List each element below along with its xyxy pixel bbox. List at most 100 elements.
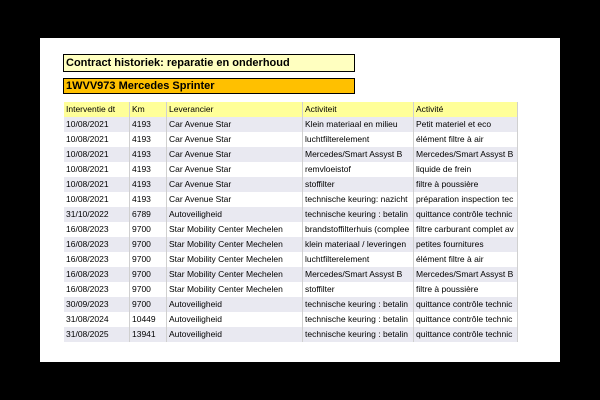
table-cell: remvloeistof xyxy=(303,162,414,177)
vehicle-label: 1WVV973 Mercedes Sprinter xyxy=(63,78,355,94)
table-cell: luchtfilterelement xyxy=(303,132,414,147)
table-row: 10/08/2021 4193 Car Avenue Star luchtfilter… xyxy=(64,132,518,147)
table-row: 31/08/2024 10449 Autoveiligheid technische … xyxy=(64,312,518,327)
table-cell: Mercedes/Smart Assyst B xyxy=(303,147,414,162)
table-cell: Star Mobility Center Mechelen xyxy=(167,222,303,237)
table-cell: 10/08/2021 xyxy=(64,162,130,177)
table-cell: 9700 xyxy=(130,222,167,237)
table-cell: Star Mobility Center Mechelen xyxy=(167,252,303,267)
table-cell: Car Avenue Star xyxy=(167,147,303,162)
table-cell: 4193 xyxy=(130,177,167,192)
table-cell: quittance contrôle technic xyxy=(414,297,518,312)
table-cell: 4193 xyxy=(130,117,167,132)
table-cell: Car Avenue Star xyxy=(167,132,303,147)
table-cell: technische keuring : betalin xyxy=(303,207,414,222)
table-cell: 4193 xyxy=(130,192,167,207)
table-cell: Car Avenue Star xyxy=(167,192,303,207)
table-cell: klein materiaal / leveringen xyxy=(303,237,414,252)
table-row: 16/08/2023 9700 Star Mobility Center Meche… xyxy=(64,282,518,297)
table-cell: 10/08/2021 xyxy=(64,177,130,192)
table-cell: filtre à poussière xyxy=(414,282,518,297)
table-cell: 9700 xyxy=(130,237,167,252)
table-cell: Car Avenue Star xyxy=(167,177,303,192)
table-cell: 16/08/2023 xyxy=(64,222,130,237)
table-cell: 10/08/2021 xyxy=(64,132,130,147)
table-cell: 4193 xyxy=(130,132,167,147)
table-cell: 30/09/2023 xyxy=(64,297,130,312)
table-row: 31/10/2022 6789 Autoveiligheid technische k… xyxy=(64,207,518,222)
table-row: 16/08/2023 9700 Star Mobility Center Meche… xyxy=(64,267,518,282)
table-cell: technische keuring : betalin xyxy=(303,297,414,312)
table-cell: 16/08/2023 xyxy=(64,252,130,267)
table-cell: élément filtre à air xyxy=(414,252,518,267)
table-cell: petites fournitures xyxy=(414,237,518,252)
table-cell: Petit materiel et eco xyxy=(414,117,518,132)
table-cell: 16/08/2023 xyxy=(64,282,130,297)
table-cell: luchtfilterelement xyxy=(303,252,414,267)
column-header: Leverancier xyxy=(167,102,303,117)
table-cell: stoffilter xyxy=(303,282,414,297)
table-cell: Car Avenue Star xyxy=(167,117,303,132)
sheet-title: Contract historiek: reparatie en onderho… xyxy=(63,54,355,72)
table-cell: 16/08/2023 xyxy=(64,237,130,252)
table-cell: 9700 xyxy=(130,252,167,267)
table-cell: quittance contrôle technic xyxy=(414,327,518,342)
table-cell: quittance contrôle technic xyxy=(414,312,518,327)
table-cell: Star Mobility Center Mechelen xyxy=(167,282,303,297)
table-cell: 10/08/2021 xyxy=(64,147,130,162)
table-cell: Star Mobility Center Mechelen xyxy=(167,267,303,282)
table-cell: 10/08/2021 xyxy=(64,192,130,207)
table-cell: 10449 xyxy=(130,312,167,327)
table-cell: 4193 xyxy=(130,147,167,162)
table-cell: brandstoffilterhuis (complee xyxy=(303,222,414,237)
table-cell: Star Mobility Center Mechelen xyxy=(167,237,303,252)
table-cell: 31/08/2025 xyxy=(64,327,130,342)
table-cell: 9700 xyxy=(130,267,167,282)
table-cell: 31/08/2024 xyxy=(64,312,130,327)
table-cell: Autoveiligheid xyxy=(167,327,303,342)
history-table: Interventie dt Km Leverancier Activiteit Act… xyxy=(64,102,518,342)
column-header: Activiteit xyxy=(303,102,414,117)
table-cell: liquide de frein xyxy=(414,162,518,177)
table-cell: 9700 xyxy=(130,282,167,297)
table-cell: filtre carburant complet av xyxy=(414,222,518,237)
table-row: 10/08/2021 4193 Car Avenue Star Klein mater… xyxy=(64,117,518,132)
table-cell: Mercedes/Smart Assyst B xyxy=(414,267,518,282)
table-row: 30/09/2023 9700 Autoveiligheid technische k… xyxy=(64,297,518,312)
table-cell: Mercedes/Smart Assyst B xyxy=(303,267,414,282)
table-cell: Autoveiligheid xyxy=(167,312,303,327)
table-row: 31/08/2025 13941 Autoveiligheid technische … xyxy=(64,327,518,342)
column-header: Activité xyxy=(414,102,518,117)
table-row: 16/08/2023 9700 Star Mobility Center Meche… xyxy=(64,252,518,267)
table-row: 10/08/2021 4193 Car Avenue Star Mercedes/Sm… xyxy=(64,147,518,162)
table-cell: technische keuring : betalin xyxy=(303,327,414,342)
table-cell: technische keuring : betalin xyxy=(303,312,414,327)
header-row: Interventie dt Km Leverancier Activiteit Act… xyxy=(64,102,518,117)
table-row: 16/08/2023 9700 Star Mobility Center Meche… xyxy=(64,237,518,252)
table-cell: 16/08/2023 xyxy=(64,267,130,282)
table-row: 10/08/2021 4193 Car Avenue Star remvloeisto… xyxy=(64,162,518,177)
table-cell: Autoveiligheid xyxy=(167,297,303,312)
table-cell: stoffilter xyxy=(303,177,414,192)
table-cell: Car Avenue Star xyxy=(167,162,303,177)
table-cell: 9700 xyxy=(130,297,167,312)
table-cell: Autoveiligheid xyxy=(167,207,303,222)
table-cell: filtre à poussière xyxy=(414,177,518,192)
table-row: 16/08/2023 9700 Star Mobility Center Meche… xyxy=(64,222,518,237)
table-cell: 31/10/2022 xyxy=(64,207,130,222)
column-header: Interventie dt xyxy=(64,102,130,117)
table-cell: 4193 xyxy=(130,162,167,177)
table-cell: Klein materiaal en milieu xyxy=(303,117,414,132)
table-cell: 10/08/2021 xyxy=(64,117,130,132)
table-cell: Mercedes/Smart Assyst B xyxy=(414,147,518,162)
table-cell: 13941 xyxy=(130,327,167,342)
table-cell: technische keuring: nazicht xyxy=(303,192,414,207)
table-cell: préparation inspection tec xyxy=(414,192,518,207)
column-header: Km xyxy=(130,102,167,117)
table-cell: quittance contrôle technic xyxy=(414,207,518,222)
table-row: 10/08/2021 4193 Car Avenue Star technische … xyxy=(64,192,518,207)
table-cell: 6789 xyxy=(130,207,167,222)
table-row: 10/08/2021 4193 Car Avenue Star stoffilter f… xyxy=(64,177,518,192)
table-cell: élément filtre à air xyxy=(414,132,518,147)
